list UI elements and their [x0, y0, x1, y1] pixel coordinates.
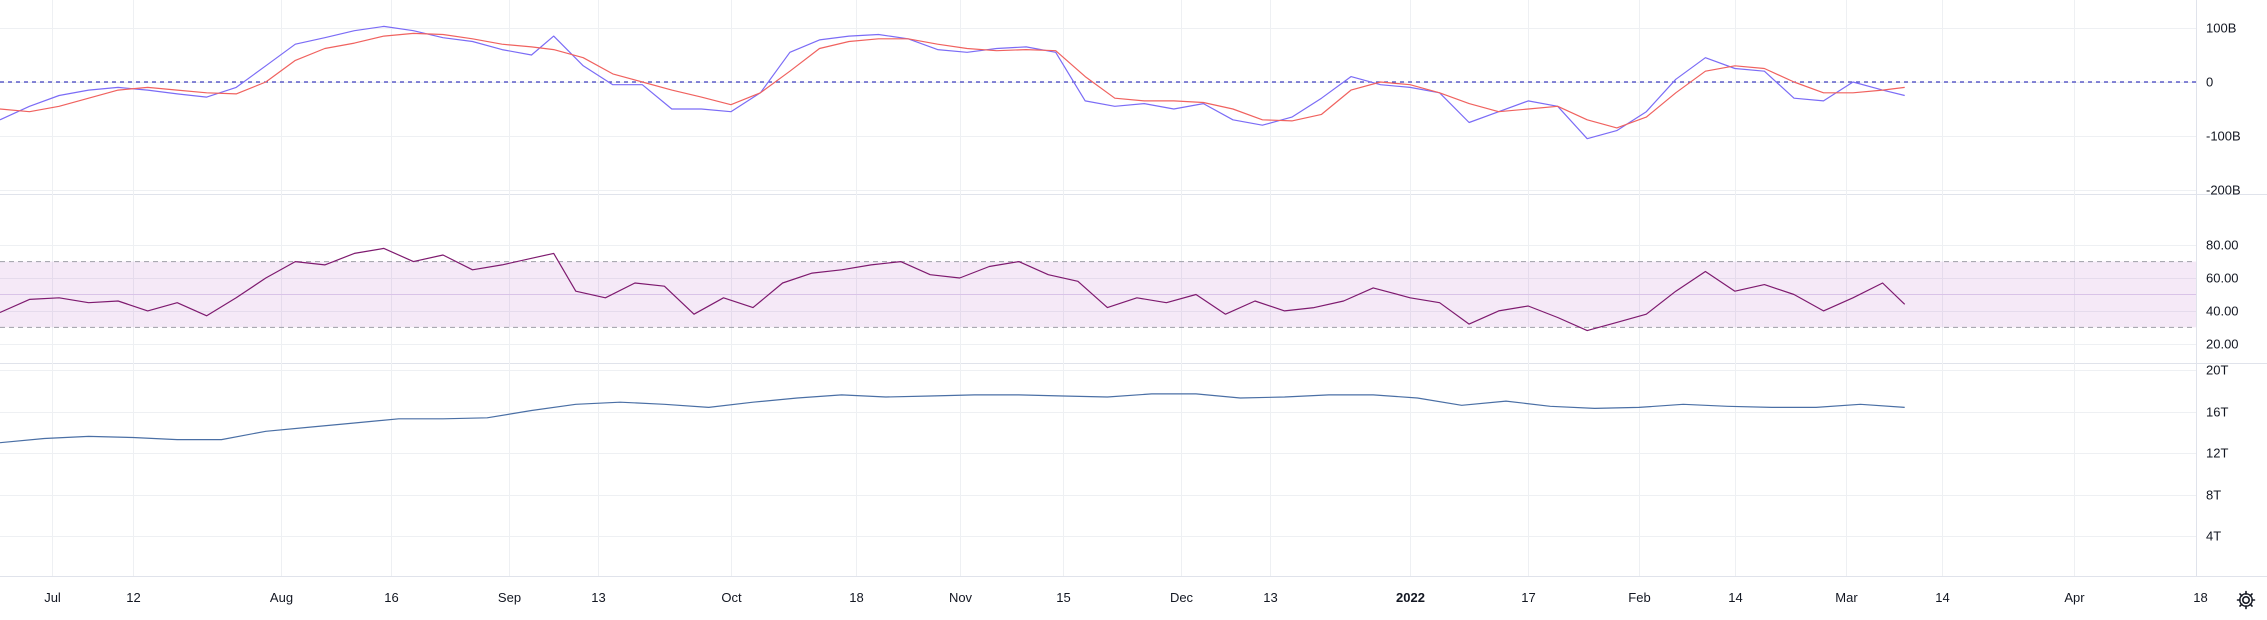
- x-tick-label: 13: [591, 590, 605, 605]
- x-tick-label: Oct: [721, 590, 742, 605]
- x-tick-label: 14: [1728, 590, 1742, 605]
- y-tick-label: 8T: [2206, 488, 2221, 503]
- x-tick-label: 13: [1263, 590, 1277, 605]
- oscillator-series-line-1[interactable]: [0, 32, 1905, 129]
- x-tick-label: Nov: [949, 590, 973, 605]
- settings-button[interactable]: [2234, 588, 2258, 612]
- y-tick-label: 100B: [2206, 21, 2236, 36]
- x-tick-label: 18: [2193, 590, 2207, 605]
- oscillator-panel[interactable]: [0, 25, 2196, 191]
- gear-icon: [2236, 590, 2256, 610]
- rsi-panel[interactable]: [0, 245, 2196, 345]
- y-tick-label: -100B: [2206, 129, 2241, 144]
- x-tick-label: Aug: [270, 590, 293, 605]
- x-tick-label: Dec: [1170, 590, 1194, 605]
- y-tick-label: 60.00: [2206, 271, 2239, 286]
- x-tick-label: Feb: [1628, 590, 1650, 605]
- x-tick-label: Apr: [2064, 590, 2085, 605]
- y-tick-label: 0: [2206, 75, 2213, 90]
- x-tick-label: Mar: [1835, 590, 1858, 605]
- y-tick-label: 16T: [2206, 405, 2228, 420]
- rsi-series-line-0[interactable]: [0, 247, 1906, 332]
- y-tick-label: 20T: [2206, 363, 2228, 378]
- y-tick-label: -200B: [2206, 183, 2241, 198]
- y-tick-label: 12T: [2206, 446, 2228, 461]
- oscillator-series-line-0[interactable]: [0, 25, 1905, 140]
- y-tick-label: 40.00: [2206, 304, 2239, 319]
- volume-panel[interactable]: [0, 370, 2196, 537]
- x-tick-label: Jul: [44, 590, 61, 605]
- x-tick-label: 17: [1521, 590, 1535, 605]
- axis-layer: Jul 12 Aug 16 Sep 13 Oct 18 Nov 15 Dec 13 2022 17 Feb 1…: [44, 21, 2241, 606]
- x-tick-label: 18: [849, 590, 863, 605]
- x-tick-label: 12: [126, 590, 140, 605]
- y-tick-label: 80.00: [2206, 238, 2239, 253]
- x-tick-label: Sep: [498, 590, 521, 605]
- grid-layer: [0, 0, 2267, 577]
- x-tick-label: 2022: [1396, 590, 1425, 605]
- volume-series-line-0[interactable]: [0, 393, 1905, 444]
- y-tick-label: 20.00: [2206, 337, 2239, 352]
- x-tick-label: 15: [1056, 590, 1070, 605]
- y-tick-label: 4T: [2206, 529, 2221, 544]
- x-tick-label: 14: [1935, 590, 1949, 605]
- x-tick-label: 16: [384, 590, 398, 605]
